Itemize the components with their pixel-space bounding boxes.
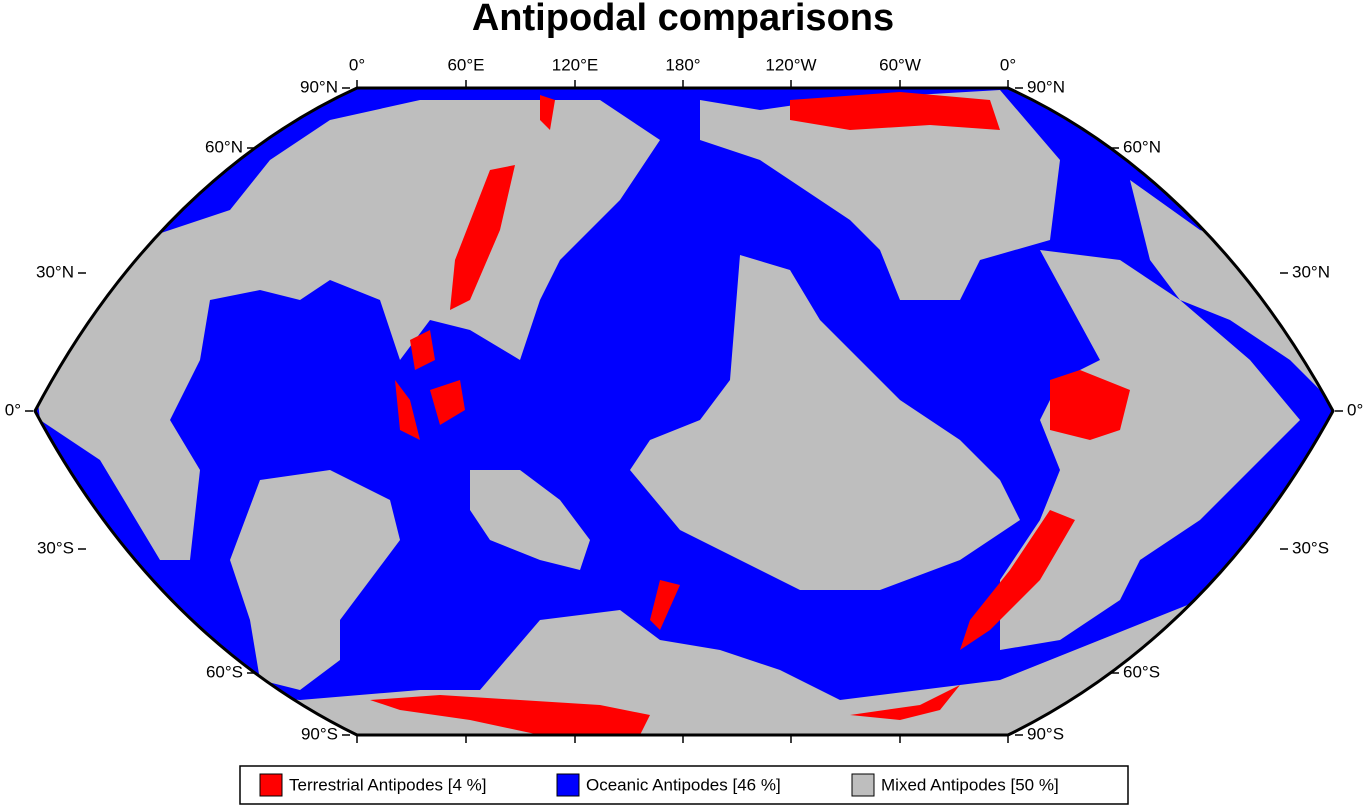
legend-swatch	[259, 773, 283, 797]
legend-label: Terrestrial Antipodes [4 %]	[289, 775, 486, 794]
legend-swatch	[851, 773, 875, 797]
terrestrial-regions	[370, 92, 1130, 735]
legend-label: Mixed Antipodes [50 %]	[881, 775, 1059, 794]
legend-swatch	[556, 773, 580, 797]
map-body	[35, 88, 1333, 735]
latitude-label: 60°N	[205, 137, 243, 156]
latitude-label: 30°N	[1292, 262, 1330, 281]
latitude-label: 0°	[5, 400, 21, 419]
longitude-label: 120°E	[552, 55, 599, 74]
legend-label: Oceanic Antipodes [46 %]	[586, 775, 781, 794]
longitude-label: 120°W	[765, 55, 816, 74]
latitude-label: 90°N	[300, 77, 338, 96]
latitude-label: 60°S	[206, 662, 243, 681]
longitude-label: 0°	[349, 55, 365, 74]
latitude-label: 90°S	[1027, 724, 1064, 743]
longitude-label: 60°W	[879, 55, 921, 74]
latitude-label: 30°N	[36, 262, 74, 281]
latitude-label: 30°S	[1292, 538, 1329, 557]
axis-ticks: 0° 60°E 120°E 180° 120°W 60°W 0° 90°N 90°N 60°N 60…	[5, 55, 1364, 743]
map-title: Antipodal comparisons	[472, 0, 894, 39]
latitude-label: 60°S	[1123, 662, 1160, 681]
latitude-label: 90°N	[1027, 77, 1065, 96]
legend: Terrestrial Antipodes [4 %] Oceanic Antip…	[239, 765, 1129, 805]
latitude-label: 60°N	[1123, 137, 1161, 156]
latitude-label: 90°S	[301, 724, 338, 743]
longitude-label: 0°	[1000, 55, 1016, 74]
longitude-label: 180°	[665, 55, 700, 74]
legend-items: Terrestrial Antipodes [4 %] Oceanic Antip…	[259, 773, 1059, 797]
legend-box	[239, 765, 1129, 805]
latitude-label: 30°S	[37, 538, 74, 557]
latitude-label: 0°	[1347, 400, 1363, 419]
longitude-label: 60°E	[447, 55, 484, 74]
